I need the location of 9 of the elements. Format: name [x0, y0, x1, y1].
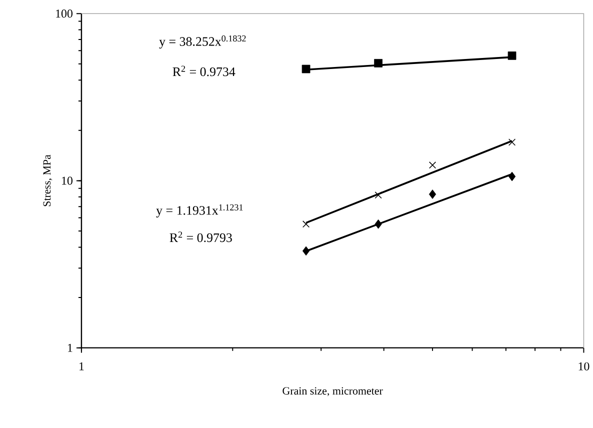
annotation: R$^{2}$ = 0.9734 [172, 66, 236, 76]
annotation: R$^{2}$ = 0.9793 [170, 232, 232, 242]
x-axis-title: Grain size, micrometer [282, 387, 383, 396]
y-axis-title: Stress, MPa [43, 154, 52, 206]
annotation: y = 38.252x$^{0.1832}$ [159, 36, 246, 49]
y-tick-label: 100 [56, 10, 72, 18]
y-tick-label: 1 [68, 344, 72, 352]
annotation: y = 1.1931x$^{1.1231}$ [156, 204, 243, 218]
y-tick-label: 10 [62, 176, 72, 185]
